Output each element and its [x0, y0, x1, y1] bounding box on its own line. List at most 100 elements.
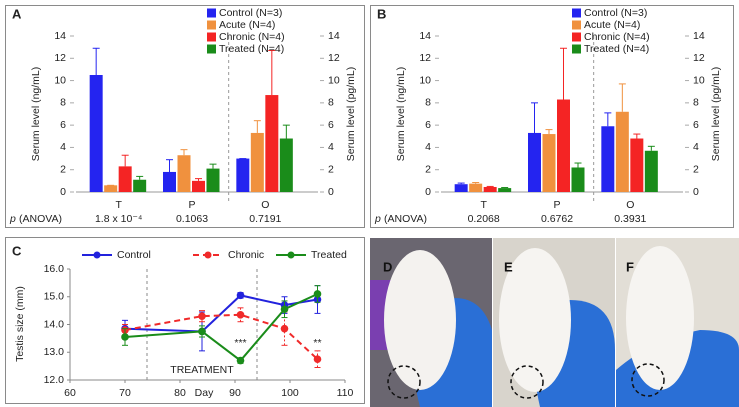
legend-marker [93, 251, 101, 259]
photos: D E F [370, 238, 739, 407]
y-axis-title: Serum level (ng/mL) [395, 67, 407, 162]
y-tick-label: 4 [60, 141, 66, 153]
x-tick-label: 90 [229, 387, 241, 399]
y2-tick-label: 6 [693, 119, 699, 131]
stat-test: (ANOVA) [19, 213, 62, 225]
y-tick-label: 8 [60, 97, 66, 109]
y2-tick-label: 14 [693, 30, 705, 42]
y2-tick-label: 8 [693, 97, 699, 109]
y2-tick-label: 14 [328, 30, 340, 42]
photo-label: F [626, 259, 634, 274]
x-tick-label: 110 [337, 387, 354, 399]
legend-label: Treated [311, 249, 347, 261]
x-tick-label: 70 [119, 387, 131, 399]
bar [192, 180, 205, 192]
legend-label: Chronic (N=4) [584, 31, 650, 43]
annotation: ** [313, 337, 321, 349]
mouse [626, 246, 694, 390]
x-axis-title: Day [195, 387, 214, 399]
y2-tick-label: 2 [328, 163, 334, 175]
bar [571, 167, 585, 192]
bar [177, 155, 191, 192]
x-tick-label: P [553, 199, 560, 211]
bar [206, 168, 220, 192]
series-line [124, 313, 319, 360]
x-tick-label: P [188, 199, 195, 211]
point [313, 355, 322, 363]
panel-label: C [12, 243, 22, 258]
bar [104, 185, 118, 192]
legend-label: Control [117, 249, 151, 261]
y-tick-label: 6 [60, 119, 66, 131]
bar [118, 166, 132, 192]
bar [557, 99, 570, 192]
legend-marker [204, 251, 212, 259]
legend-swatch [572, 44, 581, 54]
legend-label: Chronic [228, 249, 264, 261]
y2-tick-label: 4 [693, 141, 699, 153]
bar [483, 186, 497, 192]
stat-symbol: p [374, 213, 381, 225]
legend-label: Acute (N=4) [219, 19, 275, 31]
legend-label: Chronic (N=4) [219, 31, 285, 43]
testis-circle [387, 365, 421, 399]
panel-label: A [12, 6, 22, 21]
legend-swatch [572, 8, 581, 18]
y2-tick-label: 12 [328, 52, 340, 64]
panel-frame [5, 5, 365, 228]
y-tick-label: 15.0 [44, 291, 65, 303]
p-value: 0.1063 [176, 213, 208, 225]
bar [542, 134, 556, 192]
y-axis-title: Serum level (ng/mL) [30, 67, 42, 162]
bar [498, 188, 512, 192]
panel-frame [370, 5, 734, 228]
legend-label: Treated (N=4) [219, 43, 284, 55]
panel-frame [5, 237, 365, 404]
legend-swatch [207, 32, 216, 42]
y-tick-label: 12 [419, 52, 431, 64]
bar [133, 179, 147, 192]
x-tick-label: T [115, 199, 122, 211]
point [236, 356, 245, 365]
y2-tick-label: 2 [693, 163, 699, 175]
p-value: 1.8 x 10⁻⁴ [95, 213, 142, 225]
legend-label: Control (N=3) [219, 7, 282, 19]
p-value: 0.2068 [468, 213, 500, 225]
bar [630, 138, 644, 192]
y2-axis-title: Serum level (pg/mL) [710, 67, 722, 162]
point [198, 327, 206, 336]
y-tick-label: 12.0 [44, 374, 65, 386]
panel-label: B [377, 6, 386, 21]
y-tick-label: 14 [54, 30, 66, 42]
legend-swatch [207, 8, 216, 18]
treatment-label: TREATMENT [170, 364, 234, 376]
legend-swatch [207, 44, 216, 54]
y-tick-label: 2 [425, 163, 431, 175]
y-tick-label: 0 [60, 186, 66, 198]
series-line [124, 294, 318, 333]
bar [89, 75, 103, 192]
point [121, 333, 129, 341]
point [280, 305, 289, 314]
x-tick-label: O [626, 199, 634, 211]
x-tick-label: 80 [174, 387, 186, 399]
bar [469, 183, 483, 192]
y-tick-label: 14.0 [44, 318, 65, 330]
mouse [499, 248, 571, 392]
photo-label: E [504, 259, 513, 274]
bar [644, 150, 658, 192]
bar [279, 138, 293, 192]
bar [454, 184, 468, 192]
y2-tick-label: 8 [328, 97, 334, 109]
legend-label: Treated (N=4) [584, 43, 649, 55]
y-tick-label: 0 [425, 186, 431, 198]
y2-tick-label: 10 [328, 74, 340, 86]
point [198, 312, 206, 320]
y-tick-label: 12 [54, 52, 66, 64]
y-tick-label: 13.0 [44, 346, 65, 358]
y-tick-label: 4 [425, 141, 431, 153]
y2-tick-label: 0 [328, 186, 334, 198]
x-tick-label: T [480, 199, 487, 211]
p-value: 0.7191 [249, 213, 281, 225]
mouse [384, 250, 456, 390]
